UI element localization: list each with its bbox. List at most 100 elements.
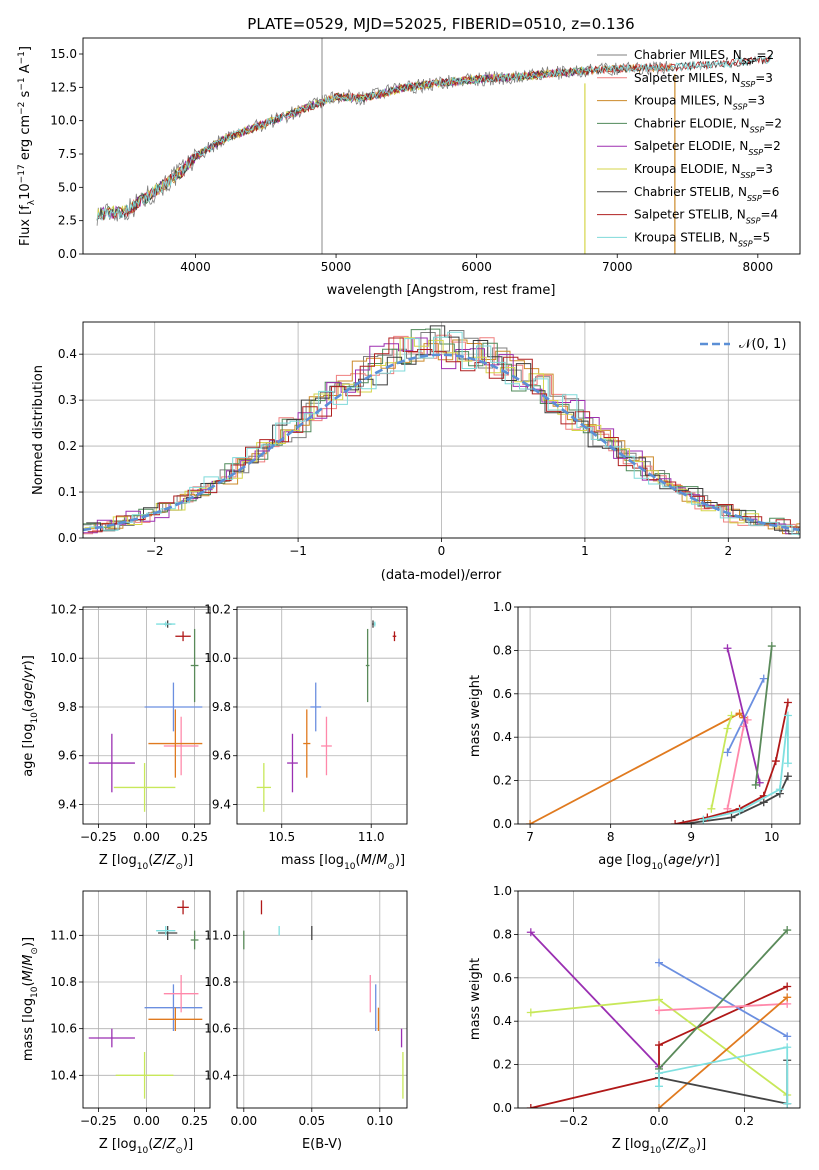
mw_age-marker — [723, 644, 732, 653]
legend-name: Chabrier STELIB, N — [634, 185, 747, 199]
mw-Z-xlabel-part: 10 — [650, 1146, 662, 1156]
mw_age-line — [674, 702, 789, 824]
legend-name: Salpeter ELODIE, N — [634, 139, 748, 153]
spectrum-ylabel-part: −1 — [17, 51, 27, 64]
mw_age-marker — [671, 820, 680, 824]
legend-nssp: =4 — [760, 208, 778, 222]
legend-sub: SSP — [746, 216, 761, 225]
age_mass-point — [392, 631, 397, 642]
mw_age-x-tick-label: 10 — [764, 830, 779, 844]
age-Z-xlabel-part: )] — [183, 853, 193, 868]
mass_Z-point — [88, 1028, 135, 1048]
mw_age-marker — [759, 674, 768, 683]
legend-nssp: =2 — [763, 139, 781, 153]
age-mass-xlabel-part: )] — [395, 853, 405, 868]
spectrum-ylabel: Flux [fλ10−17 erg cm−2 s−1 A−1] — [17, 46, 37, 246]
mass-Z-xlabel-part: Z — [166, 1137, 177, 1152]
residuals-x-tick-label: −2 — [146, 544, 164, 558]
mw_Z-marker — [655, 1006, 663, 1015]
mass_Z-point — [115, 1052, 174, 1099]
mw_Z-y-tick-label: 0.0 — [493, 1101, 512, 1115]
spectrum-y-tick-label: 12.5 — [50, 80, 77, 94]
legend-label: Kroupa STELIB, NSSP=5 — [634, 230, 770, 248]
age_Z-y-tick-label: 9.6 — [58, 749, 77, 763]
mass-Z-ylabel-part: / — [21, 965, 36, 970]
mass_Z-point — [158, 926, 178, 940]
mw_age-x-tick-label: 7 — [526, 830, 534, 844]
mw_age-marker — [783, 759, 792, 768]
mass-Z-xlabel-part: 10 — [137, 1146, 149, 1156]
mass_EBV-frame — [236, 890, 408, 1109]
legend-name: Kroupa STELIB, N — [634, 230, 738, 244]
residuals-y-tick-label: 0.2 — [58, 439, 77, 453]
spectrum-title: PLATE=0529, MJD=52025, FIBERID=0510, z=0… — [247, 15, 634, 33]
legend-label: Salpeter STELIB, NSSP=4 — [634, 208, 778, 226]
residuals-x-tick-label: 0 — [438, 544, 446, 558]
age_Z-point — [113, 763, 176, 812]
residual-hist-celodie — [83, 328, 800, 536]
age-Z-xlabel: Z [log10(Z/Z⊙)] — [99, 853, 193, 872]
mw_Z-y-tick-label: 0.2 — [493, 1058, 512, 1072]
mass_Z-axes: −0.25 0.00 0.25 10.4 10.6 10.8 11.0 — [50, 891, 210, 1128]
age_mass-y-tick-label: 9.6 — [212, 749, 231, 763]
age_mass-y-tick-label: 9.4 — [212, 797, 231, 811]
mass_Z-point — [144, 984, 203, 1031]
spectrum-axes: 4000 5000 6000 7000 8000 0.0 2.5 5.0 7.5 10.0 12.5… — [50, 47, 773, 274]
spectrum-y-tick-label: 2.5 — [58, 214, 77, 228]
mw-age-xlabel-part: yr — [696, 853, 712, 868]
mw_Z-marker — [655, 1041, 663, 1050]
spectrum-x-tick-label: 6000 — [461, 260, 492, 274]
mw_age-marker — [707, 804, 716, 813]
mw_Z-marker — [526, 1104, 535, 1108]
age-mass-xlabel-part: ⊙ — [387, 862, 395, 872]
legend-nssp: =2 — [756, 48, 774, 62]
residual-hist-kmiles — [83, 339, 800, 535]
legend-sub: SSP — [750, 125, 765, 134]
age-Z-xlabel-part: / — [162, 853, 167, 868]
spectrum-y-tick-label: 7.5 — [58, 147, 77, 161]
age_Z-point — [148, 709, 203, 778]
legend-nssp: =5 — [753, 230, 771, 244]
mw_age-y-tick-label: 0.0 — [493, 817, 512, 831]
legend-name: Salpeter MILES, N — [634, 71, 741, 85]
mw_age-y-tick-label: 0.2 — [493, 774, 512, 788]
legend-nssp: =3 — [755, 71, 773, 85]
mw_Z-y-tick-label: 0.6 — [493, 971, 512, 985]
age_Z-axes: −0.25 0.00 0.25 9.4 9.6 9.8 10.0 10.2 — [50, 602, 210, 844]
age_Z-point — [156, 621, 176, 627]
mw-age-xlabel-part: ( — [663, 853, 668, 868]
legend-label: Chabrier STELIB, NSSP=6 — [634, 185, 779, 203]
age_mass-y-tick-label: 10.0 — [204, 651, 231, 665]
mw-Z-xlabel-part: )] — [696, 1137, 706, 1152]
residual-hist-kelodie — [84, 337, 800, 529]
mw_age-marker — [771, 757, 780, 766]
mass_EBV-x-tick-label: 0.05 — [298, 1114, 325, 1128]
mw-Z-xlabel-part: ( — [661, 1137, 666, 1152]
age_mass-point — [372, 620, 374, 628]
legend-name: Kroupa ELODIE, N — [634, 162, 741, 176]
age-mass-xlabel-part: M — [361, 853, 372, 868]
mw_age-marker — [775, 785, 784, 794]
mw_Z-y-tick-label: 1.0 — [493, 884, 512, 898]
age_mass-frame — [236, 606, 408, 825]
mw_age-marker — [723, 724, 732, 733]
mass_Z-y-tick-label: 10.6 — [50, 1022, 77, 1036]
spectrum-x-tick-label: 4000 — [180, 260, 211, 274]
mw_age-line — [726, 678, 765, 753]
mw_Z-marker — [655, 958, 663, 967]
mw_Z-marker — [783, 1043, 792, 1052]
age-mass-xlabel-part: / — [372, 853, 377, 868]
age_Z-x-tick-label: −0.25 — [80, 830, 117, 844]
mass-Z-xlabel-part: ( — [148, 1137, 153, 1152]
legend-sub: SSP — [748, 148, 763, 157]
mw_Z-marker — [783, 1032, 792, 1041]
mass-Z-ylabel: mass [log10(M/M⊙)] — [21, 937, 40, 1061]
mass-Z-ylabel-part: ⊙ — [30, 947, 40, 955]
spectrum-x-tick-label: 5000 — [321, 260, 352, 274]
mass-Z-xlabel: Z [log10(Z/Z⊙)] — [99, 1137, 193, 1156]
mass-Z-ylabel-part: mass [log — [21, 998, 36, 1061]
spectrum-ylabel-part: Flux [f — [18, 205, 33, 246]
mw-Z-xlabel-part: Z [log — [612, 1137, 650, 1152]
mw_Z-marker — [655, 1082, 663, 1091]
age-Z-ylabel-part: 10 — [30, 712, 40, 724]
